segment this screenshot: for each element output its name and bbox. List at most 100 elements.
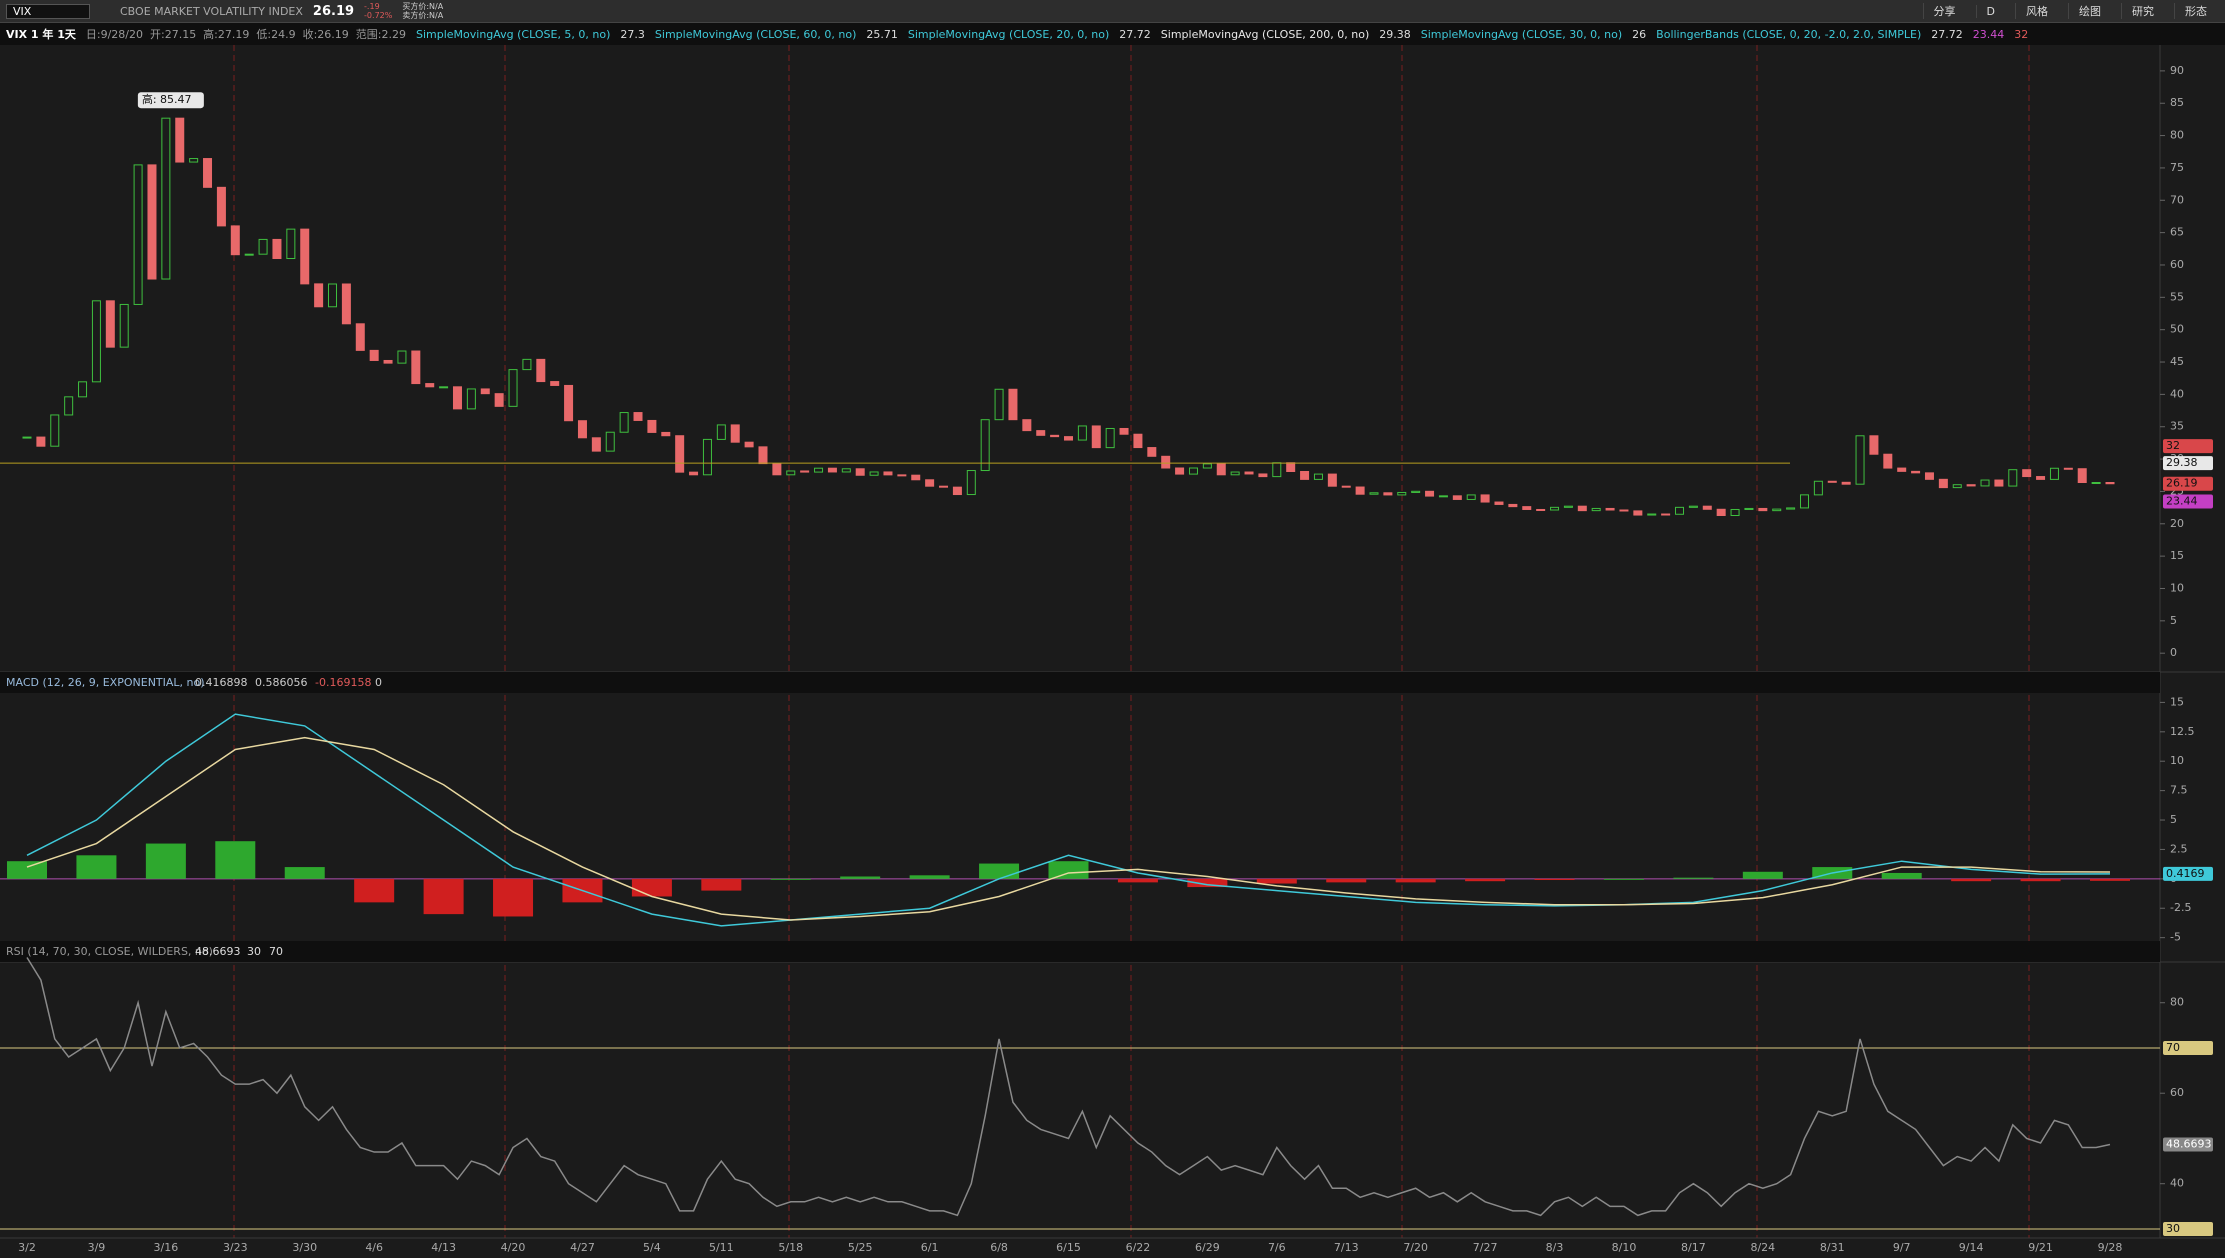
candle [1772,508,1782,512]
candle [744,441,754,448]
candle [1105,427,1115,449]
y-tick-label: 2.5 [2170,842,2188,855]
candle [452,386,462,410]
x-tick-label: 8/10 [1612,1241,1637,1254]
last-price: 26.19 [312,3,355,19]
candle [1952,484,1962,489]
ask: 卖方价:N/A [402,11,444,20]
macd-histogram [284,867,325,879]
x-tick-label: 9/28 [2098,1241,2123,1254]
study-value: 25.71 [866,27,898,41]
macd-histogram [1395,878,1436,883]
candle [1411,490,1421,493]
study-name: BollingerBands (CLOSE, 0, 20, -2.0, 2.0,… [1656,27,1922,41]
macd-histogram [1742,871,1783,879]
candle [827,467,837,473]
candle [1702,505,1712,510]
y-tick-label: 40 [2170,387,2184,400]
candle [2036,476,2046,480]
candle [1675,506,1685,515]
macd-histogram [1465,878,1506,882]
x-tick-label: 5/25 [848,1241,873,1254]
candle [1300,471,1310,480]
x-tick-label: 8/24 [1750,1241,1775,1254]
value-tag [2163,494,2213,509]
candle [869,471,879,476]
candle [2091,482,2101,484]
candle [1425,490,1435,497]
candle [272,238,282,260]
candle [216,186,226,227]
candle [577,420,587,439]
y-tick-label: 5 [2170,813,2177,826]
toolbar-button[interactable]: 分享 [1922,3,1966,19]
candle [383,359,393,364]
symbol-input[interactable]: VIX [6,3,90,19]
rsi-readout: 30 [247,945,261,958]
candle [1730,508,1740,516]
candle [2063,467,2073,470]
y-tick-label: 65 [2170,226,2184,239]
toolbar-button[interactable]: 形态 [2174,3,2217,19]
value-tag-label: 23.44 [2166,495,2198,508]
y-tick-label: 7.5 [2170,784,2188,797]
y-tick-label: 75 [2170,161,2184,174]
candle [1799,494,1809,509]
candle [1883,453,1893,469]
candle [439,386,449,389]
macd-histogram [7,861,47,879]
y-tick-label: -2.5 [2170,901,2191,914]
candle [1577,505,1587,512]
chart-label: VIX 1 年 1天 [6,28,76,41]
value-tag [2163,456,2213,471]
candle [64,396,74,416]
candle [633,412,643,421]
period-button[interactable]: D [1975,4,2005,18]
candle [258,238,268,255]
candle [883,471,893,476]
candle [1897,467,1907,472]
x-tick-label: 6/8 [990,1241,1008,1254]
rsi-header [0,941,2160,962]
candle [1869,435,1879,455]
candle [925,479,935,487]
macd-histogram [493,878,534,917]
candle [730,424,740,443]
candle [466,388,476,410]
candle [1841,481,1851,485]
x-tick-label: 7/27 [1473,1241,1498,1254]
y-tick-label: 50 [2170,323,2184,336]
y-tick-label: 55 [2170,290,2184,303]
y-tick-label: 0 [2170,646,2177,659]
candle [1133,433,1143,449]
toolbar-button[interactable]: 风格 [2015,3,2058,19]
candle [619,412,629,433]
candle [175,117,185,163]
high-box [137,92,204,109]
macd-readout: -0.169158 [315,676,371,689]
candle [1619,509,1629,512]
candle [1119,427,1129,435]
candle [1786,507,1796,510]
candle [328,283,338,308]
candle [1230,471,1240,476]
candle [411,350,421,385]
macd-histogram [145,843,186,879]
candle [1716,508,1726,516]
candle [897,474,907,477]
candle [1994,479,2004,487]
toolbar-button[interactable]: 研究 [2121,3,2164,19]
candle [78,381,88,398]
candle [966,470,976,496]
x-tick-label: 7/13 [1334,1241,1359,1254]
macd-histogram [631,878,672,897]
x-tick-label: 8/17 [1681,1241,1706,1254]
candle [91,300,101,383]
x-tick-label: 8/31 [1820,1241,1845,1254]
macd-histogram [1812,867,1853,879]
candle [647,419,657,433]
candle [494,393,504,407]
y-tick-label: 85 [2170,96,2184,109]
quote-box: 买方价:N/A 卖方价:N/A [402,2,443,20]
toolbar-button[interactable]: 绘图 [2068,3,2111,19]
